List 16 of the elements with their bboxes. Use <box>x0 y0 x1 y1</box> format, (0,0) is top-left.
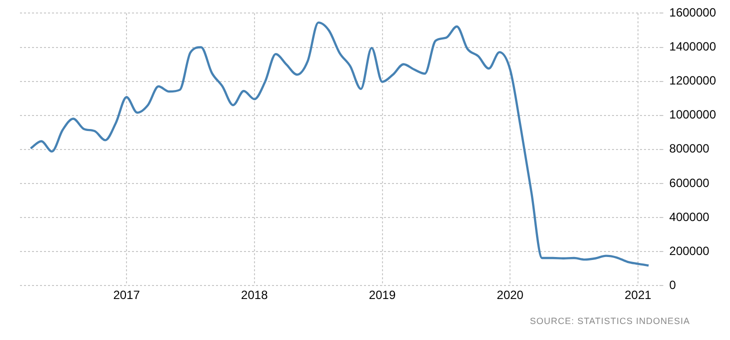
line-series <box>30 21 650 267</box>
y-tick-label: 1200000 <box>669 74 716 88</box>
y-tick-label: 1400000 <box>669 40 716 54</box>
source-note: SOURCE: STATISTICS INDONESIA <box>530 316 690 326</box>
y-tick-label: 400000 <box>669 210 710 224</box>
y-tick-label: 0 <box>669 278 676 292</box>
y-tick-label: 1600000 <box>669 6 716 20</box>
x-tick-label: 2017 <box>113 288 140 302</box>
x-tick-label: 2018 <box>241 288 268 302</box>
x-tick-label: 2019 <box>368 288 396 302</box>
y-tick-label: 200000 <box>669 244 710 258</box>
x-tick-label: 2021 <box>624 288 652 302</box>
y-tick-label: 600000 <box>669 176 710 190</box>
y-tick-label: 800000 <box>669 142 710 156</box>
x-tick-label: 2020 <box>496 288 524 302</box>
y-tick-label: 1000000 <box>669 108 716 122</box>
